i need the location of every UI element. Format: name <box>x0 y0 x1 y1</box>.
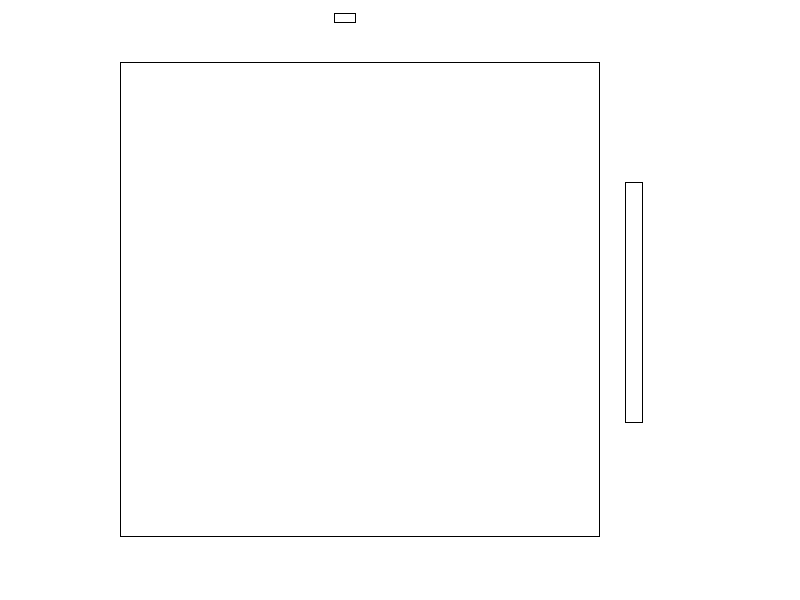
title-box <box>334 13 356 23</box>
colorbar <box>625 182 643 423</box>
psf-image <box>121 63 599 536</box>
colorbar-gradient <box>626 183 642 422</box>
plot-area <box>120 62 600 537</box>
